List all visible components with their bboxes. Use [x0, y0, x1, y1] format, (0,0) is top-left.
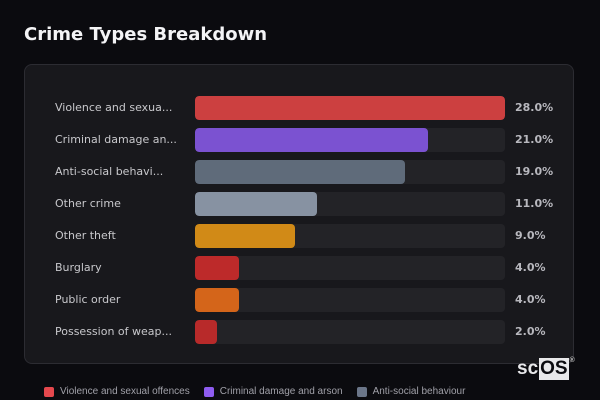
bar-fill[interactable] — [195, 192, 317, 216]
bar-track — [195, 128, 505, 152]
bar-fill[interactable] — [195, 224, 295, 248]
bar-track — [195, 192, 505, 216]
logo-sc: sc — [517, 358, 539, 379]
bar-row[interactable]: Anti-social behavi... 19.0% — [25, 160, 575, 184]
legend-item[interactable]: Criminal damage and arson — [203, 386, 343, 397]
bar-label: Possession of weap... — [55, 325, 172, 338]
bar-track — [195, 160, 505, 184]
legend: Violence and sexual offences Criminal dam… — [44, 386, 479, 397]
bar-row[interactable]: Public order 4.0% — [25, 288, 575, 312]
bar-value: 11.0% — [515, 197, 554, 210]
bar-label: Other crime — [55, 197, 121, 210]
bar-label: Violence and sexua... — [55, 101, 173, 114]
scos-logo: sc OS ® — [517, 357, 575, 380]
legend-label: Violence and sexual offences — [60, 386, 190, 397]
legend-label: Criminal damage and arson — [219, 386, 343, 397]
chart-title: Crime Types Breakdown — [24, 24, 268, 45]
bar-value: 2.0% — [515, 325, 546, 338]
bar-fill[interactable] — [195, 256, 240, 280]
bar-fill[interactable] — [195, 96, 505, 120]
bar-row[interactable]: Possession of weap... 2.0% — [25, 320, 575, 344]
bar-value: 4.0% — [515, 293, 546, 306]
bar-label: Anti-social behavi... — [55, 165, 164, 178]
bar-fill[interactable] — [195, 160, 406, 184]
bar-track — [195, 224, 505, 248]
legend-swatch — [203, 386, 214, 397]
bar-row[interactable]: Criminal damage an... 21.0% — [25, 128, 575, 152]
bar-fill[interactable] — [195, 128, 428, 152]
legend-label: Anti-social behaviour — [372, 386, 466, 397]
legend-swatch — [44, 386, 54, 397]
bar-value: 19.0% — [515, 165, 554, 178]
bar-row[interactable]: Burglary 4.0% — [25, 256, 575, 280]
bar-track — [195, 96, 505, 120]
bar-label: Other theft — [55, 229, 116, 242]
logo-os: OS — [539, 358, 569, 380]
bar-track — [195, 288, 505, 312]
bar-row[interactable]: Other theft 9.0% — [25, 224, 575, 248]
bar-track — [195, 256, 505, 280]
bar-value: 4.0% — [515, 261, 546, 274]
bar-track — [195, 320, 505, 344]
bar-label: Burglary — [55, 261, 102, 274]
bar-row[interactable]: Violence and sexua... 28.0% — [25, 96, 575, 120]
bar-label: Criminal damage an... — [55, 133, 177, 146]
bar-value: 21.0% — [515, 133, 554, 146]
bar-row[interactable]: Other crime 11.0% — [25, 192, 575, 216]
registered-icon: ® — [569, 357, 575, 364]
chart-card: Violence and sexua... 28.0% Criminal damag… — [24, 64, 574, 364]
bar-value: 28.0% — [515, 101, 554, 114]
legend-item[interactable]: Anti-social behaviour — [356, 386, 466, 397]
legend-swatch — [356, 386, 367, 397]
bar-fill[interactable] — [195, 320, 217, 344]
bar-label: Public order — [55, 293, 121, 306]
legend-item[interactable]: Violence and sexual offences — [44, 386, 190, 397]
bar-value: 9.0% — [515, 229, 546, 242]
bar-fill[interactable] — [195, 288, 240, 312]
